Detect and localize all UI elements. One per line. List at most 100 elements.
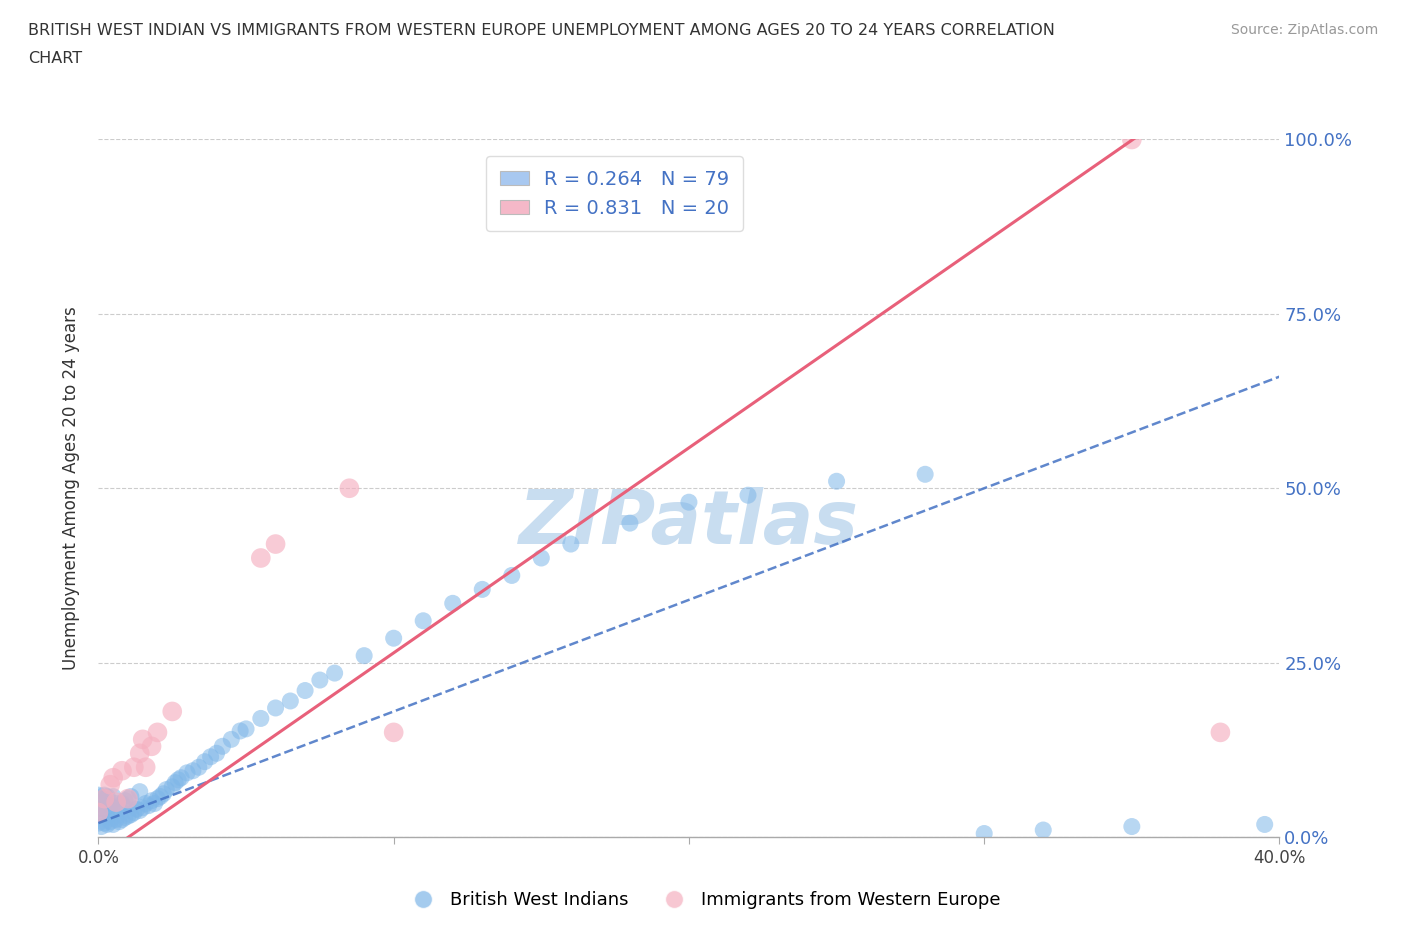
Point (264, 537, 287, 551)
Point (825, 474, 848, 489)
Point (135, 796, 157, 811)
Point (103, 770, 125, 785)
Point (90, 791, 112, 806)
Point (105, 796, 128, 811)
Point (560, 537, 582, 551)
Point (105, 812, 128, 827)
Point (96, 804, 118, 818)
Point (155, 782, 177, 797)
Point (194, 754, 217, 769)
Point (619, 515, 641, 530)
Point (211, 738, 233, 753)
Y-axis label: Unemployment Among Ages 20 to 24 years: Unemployment Among Ages 20 to 24 years (62, 306, 80, 671)
Point (229, 724, 252, 738)
Point (323, 666, 346, 681)
Point (165, 776, 187, 790)
Point (93, 788, 115, 803)
Point (103, 804, 125, 818)
Point (187, 760, 209, 775)
Point (235, 722, 257, 737)
Point (98, 815, 121, 830)
Point (205, 746, 228, 761)
Point (108, 815, 131, 830)
Point (128, 746, 150, 761)
Point (87, 816, 110, 830)
Point (105, 794, 128, 809)
Point (382, 631, 405, 645)
Point (114, 793, 136, 808)
Point (170, 770, 193, 785)
Point (146, 725, 169, 740)
Point (162, 704, 183, 719)
Point (250, 711, 273, 725)
Point (141, 793, 163, 808)
Point (111, 812, 134, 827)
Point (87, 805, 110, 820)
Point (114, 810, 136, 825)
Point (1032, 823, 1054, 838)
Point (146, 791, 169, 806)
Point (278, 694, 302, 709)
Point (98, 777, 121, 792)
Point (138, 798, 160, 813)
Point (117, 791, 139, 806)
Point (87, 788, 110, 803)
Point (353, 648, 375, 663)
Point (132, 800, 155, 815)
Point (117, 791, 139, 806)
Point (167, 772, 190, 787)
Point (128, 804, 150, 818)
Point (108, 800, 131, 815)
Point (250, 551, 273, 565)
Point (93, 791, 115, 806)
Point (135, 760, 157, 775)
Point (143, 796, 166, 811)
Legend: British West Indians, Immigrants from Western Europe: British West Indians, Immigrants from We… (398, 884, 1008, 916)
Point (120, 789, 142, 804)
Point (1209, 725, 1232, 740)
Point (87, 802, 110, 817)
Point (93, 802, 115, 817)
Point (162, 779, 183, 794)
Legend: R = 0.264   N = 79, R = 0.831   N = 20: R = 0.264 N = 79, R = 0.831 N = 20 (486, 156, 744, 232)
Point (96, 817, 118, 832)
Point (1254, 817, 1277, 832)
Point (219, 732, 242, 747)
Point (309, 672, 332, 687)
Text: BRITISH WEST INDIAN VS IMMIGRANTS FROM WESTERN EUROPE UNEMPLOYMENT AMONG AGES 20: BRITISH WEST INDIAN VS IMMIGRANTS FROM W… (28, 23, 1054, 38)
Point (264, 700, 287, 715)
Text: Source: ZipAtlas.com: Source: ZipAtlas.com (1230, 23, 1378, 37)
Point (176, 765, 198, 780)
Point (914, 467, 936, 482)
Point (125, 802, 148, 817)
Point (181, 764, 204, 778)
Point (90, 805, 112, 820)
Point (412, 614, 434, 629)
Point (339, 481, 360, 496)
Point (200, 750, 222, 764)
Point (96, 789, 118, 804)
Point (122, 760, 145, 775)
Point (103, 817, 125, 832)
Point (98, 798, 121, 813)
Point (111, 764, 134, 778)
Point (120, 807, 142, 822)
Point (111, 796, 134, 811)
Point (1121, 819, 1143, 834)
Point (141, 738, 163, 753)
Point (530, 551, 553, 565)
Point (737, 488, 759, 503)
Text: CHART: CHART (28, 51, 82, 66)
Point (122, 805, 145, 820)
Point (678, 495, 700, 510)
Point (152, 787, 174, 802)
Point (973, 826, 995, 841)
Point (117, 809, 139, 824)
Point (1121, 132, 1143, 147)
Point (149, 789, 172, 804)
Point (103, 789, 125, 804)
Point (382, 725, 405, 740)
Point (294, 683, 316, 698)
Point (441, 596, 464, 611)
Point (471, 582, 494, 597)
